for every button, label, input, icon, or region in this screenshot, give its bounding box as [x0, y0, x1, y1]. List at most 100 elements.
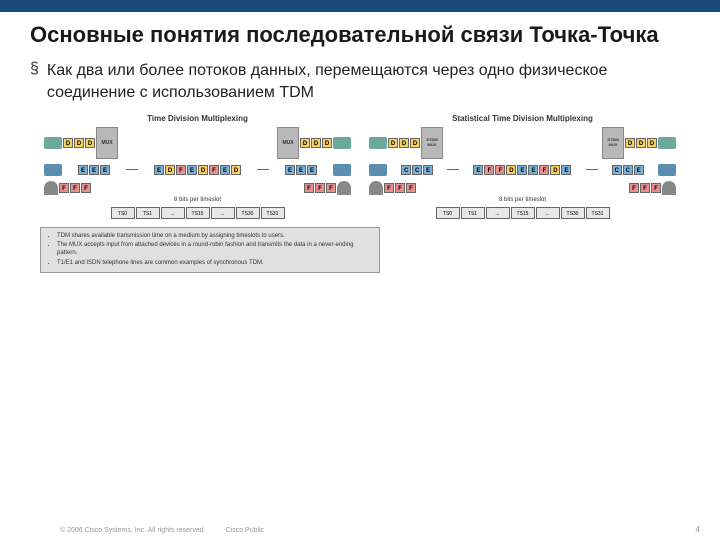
diag-title-left: Time Division Multiplexing — [40, 114, 355, 123]
copyright: © 2006 Cisco Systems, Inc. All rights re… — [60, 527, 206, 534]
ts-cell: ... — [211, 207, 235, 219]
ts-cell: TS0 — [436, 207, 460, 219]
cell: F — [315, 183, 325, 193]
cell: D — [165, 165, 175, 175]
router-icon — [369, 137, 387, 149]
cell: E — [154, 165, 164, 175]
cell: D — [63, 138, 73, 148]
stream-f-right: F F F F F F — [365, 181, 680, 195]
cell: F — [70, 183, 80, 193]
link-line — [257, 169, 269, 170]
ts-cell: TS15 — [186, 207, 210, 219]
cell: E — [100, 165, 110, 175]
ts-cell: TS1 — [461, 207, 485, 219]
cell: D — [550, 165, 560, 175]
ts-cell: TS0 — [111, 207, 135, 219]
cell: D — [506, 165, 516, 175]
cell: F — [326, 183, 336, 193]
cell: E — [187, 165, 197, 175]
stream-d-right: D D D STDM MUX STDM MUX D D D — [365, 127, 680, 159]
timeslot-row-left: TS0 TS1 ... TS15 ... TS30 TS31 — [40, 207, 355, 219]
cell: D — [85, 138, 95, 148]
stream-e-left: E E E E D F E D F E D E E — [40, 161, 355, 179]
cell: C — [412, 165, 422, 175]
wifi-icon — [44, 181, 58, 195]
slide-title: Основные понятия последовательной связи … — [30, 22, 690, 48]
router-icon — [658, 137, 676, 149]
bullet-text: Как два или более потоков данных, переме… — [47, 60, 690, 103]
cell: F — [304, 183, 314, 193]
link-line — [586, 169, 598, 170]
stream-e-right: C C E E F F D E E F D E C — [365, 161, 680, 179]
cell: D — [625, 138, 635, 148]
ts-cell: TS1 — [136, 207, 160, 219]
router-icon — [333, 137, 351, 149]
cell: E — [78, 165, 88, 175]
link-line — [447, 169, 459, 170]
footer: © 2006 Cisco Systems, Inc. All rights re… — [60, 527, 264, 534]
page-number: 4 — [696, 525, 700, 534]
content: Основные понятия последовательной связи … — [0, 12, 720, 273]
caption-right: 8 bits per timeslot — [365, 197, 680, 203]
cell: E — [89, 165, 99, 175]
footer-label: Cisco Public — [226, 527, 265, 534]
cell: F — [640, 183, 650, 193]
cell: F — [176, 165, 186, 175]
top-bar — [0, 0, 720, 12]
ts-cell: ... — [486, 207, 510, 219]
caption-left: 8 bits per timeslot — [40, 197, 355, 203]
diagrams-row: Time Division Multiplexing D D D MUX MUX… — [30, 114, 690, 219]
info-line: T1/E1 and ISDN telephone lines are commo… — [57, 259, 373, 267]
cell: D — [311, 138, 321, 148]
cell: F — [495, 165, 505, 175]
diagram-tdm: Time Division Multiplexing D D D MUX MUX… — [40, 114, 355, 219]
ts-cell: ... — [161, 207, 185, 219]
switch-icon — [333, 164, 351, 176]
cell: D — [322, 138, 332, 148]
ts-cell: TS30 — [561, 207, 585, 219]
cell: E — [285, 165, 295, 175]
ts-cell: TS30 — [236, 207, 260, 219]
cell: F — [81, 183, 91, 193]
stdm-mux-box: STDM MUX — [421, 127, 443, 159]
cell: D — [231, 165, 241, 175]
cell: E — [220, 165, 230, 175]
cell: F — [651, 183, 661, 193]
cell: F — [539, 165, 549, 175]
ts-cell: TS15 — [511, 207, 535, 219]
cell: D — [399, 138, 409, 148]
mux-box: MUX — [96, 127, 118, 159]
switch-icon — [658, 164, 676, 176]
cell: E — [528, 165, 538, 175]
mux-box: MUX — [277, 127, 299, 159]
cell: D — [388, 138, 398, 148]
cell: D — [410, 138, 420, 148]
cell: E — [561, 165, 571, 175]
cell: C — [612, 165, 622, 175]
cell: D — [300, 138, 310, 148]
router-icon — [44, 137, 62, 149]
cell: F — [395, 183, 405, 193]
bullet-item: § Как два или более потоков данных, пере… — [30, 60, 690, 103]
cell: D — [74, 138, 84, 148]
wifi-icon — [337, 181, 351, 195]
cell: E — [307, 165, 317, 175]
bullet-mark: § — [30, 60, 39, 103]
info-line: The MUX accepts input from attached devi… — [57, 241, 373, 258]
cell: F — [209, 165, 219, 175]
cell: E — [473, 165, 483, 175]
link-line — [126, 169, 138, 170]
cell: C — [401, 165, 411, 175]
cell: D — [636, 138, 646, 148]
cell: F — [406, 183, 416, 193]
cell: E — [423, 165, 433, 175]
cell: C — [623, 165, 633, 175]
cell: F — [629, 183, 639, 193]
cell: D — [647, 138, 657, 148]
cell: F — [59, 183, 69, 193]
wifi-icon — [662, 181, 676, 195]
ts-cell: TS31 — [586, 207, 610, 219]
cell: E — [296, 165, 306, 175]
stream-f-left: F F F F F F — [40, 181, 355, 195]
cell: E — [517, 165, 527, 175]
